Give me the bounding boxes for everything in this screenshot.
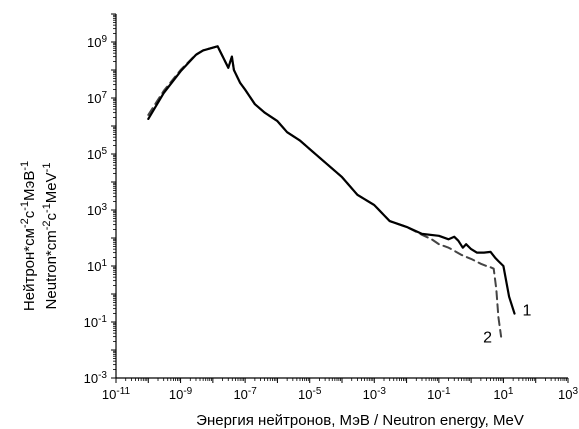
y-tick-label: 10-1	[84, 314, 108, 331]
y-tick-label: 101	[87, 258, 107, 275]
x-tick-exp: -3	[377, 386, 386, 397]
y-title-ru-exp1: -2	[19, 218, 31, 228]
y-title-ru-unit: МэВ	[21, 171, 38, 201]
x-tick-exp: 1	[508, 386, 514, 397]
x-tick-exp: -1	[442, 386, 451, 397]
y-tick-label: 10-3	[84, 370, 108, 387]
y-title-en-mid: c	[43, 212, 60, 220]
x-tick-exp: -9	[183, 386, 192, 397]
series-2-line	[147, 45, 503, 338]
x-tick-base: 10	[169, 387, 183, 402]
y-title-ru-exp2: -1	[19, 201, 31, 211]
x-tick-base: 10	[102, 387, 116, 402]
y-tick-exp: 7	[101, 90, 107, 101]
series-1-line	[147, 45, 516, 315]
y-tick-base: 10	[87, 259, 101, 274]
x-tick-base: 10	[558, 387, 572, 402]
y-title-en-unit: MeV	[43, 172, 60, 203]
x-tick-exp: -7	[248, 386, 257, 397]
x-tick-base: 10	[233, 387, 247, 402]
y-tick-exp: 9	[101, 34, 107, 45]
y-title-en-exp3: -1	[41, 163, 53, 173]
y-title-en-exp1: -2	[41, 220, 53, 230]
x-tick-exp: -11	[116, 386, 130, 397]
x-tick-label: 103	[558, 386, 578, 403]
y-tick-base: 10	[87, 147, 101, 162]
x-tick-label: 10-1	[427, 386, 451, 403]
series-layer	[147, 45, 516, 338]
x-tick-label: 101	[493, 386, 513, 403]
y-tick-exp: 3	[101, 202, 107, 213]
y-tick-label: 103	[87, 202, 107, 219]
y-tick-exp: 1	[101, 258, 107, 269]
x-axis-title: Энергия нейтронов, МэВ / Neutron energy,…	[196, 412, 524, 429]
y-tick-label: 109	[87, 34, 107, 51]
y-title-ru-exp3: -1	[19, 161, 31, 171]
x-tick-label: 10-9	[169, 386, 193, 403]
y-axis-title-en: Neutron*cm-2c-1MeV-1	[41, 163, 60, 310]
x-axis-ticks: 10-11 10-9 10-7 10-5 10-3 10-1 101 103	[102, 378, 578, 403]
x-tick-base: 10	[363, 387, 377, 402]
y-tick-exp: -3	[98, 370, 107, 381]
y-tick-base: 10	[87, 91, 101, 106]
x-tick-base: 10	[427, 387, 441, 402]
y-tick-base: 10	[84, 315, 98, 330]
x-tick-label: 10-7	[233, 386, 257, 403]
y-tick-label: 107	[87, 90, 107, 107]
y-title-ru-base: Нейтрон*см	[21, 228, 38, 311]
x-tick-label: 10-3	[363, 386, 387, 403]
x-tick-label: 10-5	[298, 386, 322, 403]
y-tick-base: 10	[87, 35, 101, 50]
series-1-label: 1	[522, 303, 531, 320]
y-axis-titles: Нейтрон*см-2с-1МэВ-1 Neutron*cm-2c-1MeV-…	[19, 161, 60, 311]
x-tick-base: 10	[493, 387, 507, 402]
y-tick-base: 10	[87, 203, 101, 218]
y-axis-title-ru: Нейтрон*см-2с-1МэВ-1	[19, 161, 38, 311]
x-tick-label: 10-11	[102, 386, 131, 403]
x-tick-base: 10	[298, 387, 312, 402]
x-tick-exp: 3	[572, 386, 578, 397]
y-tick-exp: 5	[101, 146, 107, 157]
y-tick-base: 10	[84, 371, 98, 386]
y-title-en-exp2: -1	[41, 203, 53, 213]
y-tick-label: 105	[87, 146, 107, 163]
y-title-en-base: Neutron*cm	[43, 230, 60, 309]
y-title-ru-mid: с	[21, 210, 38, 218]
series-2-label: 2	[483, 330, 492, 347]
y-tick-exp: -1	[98, 314, 107, 325]
x-tick-exp: -5	[312, 386, 321, 397]
